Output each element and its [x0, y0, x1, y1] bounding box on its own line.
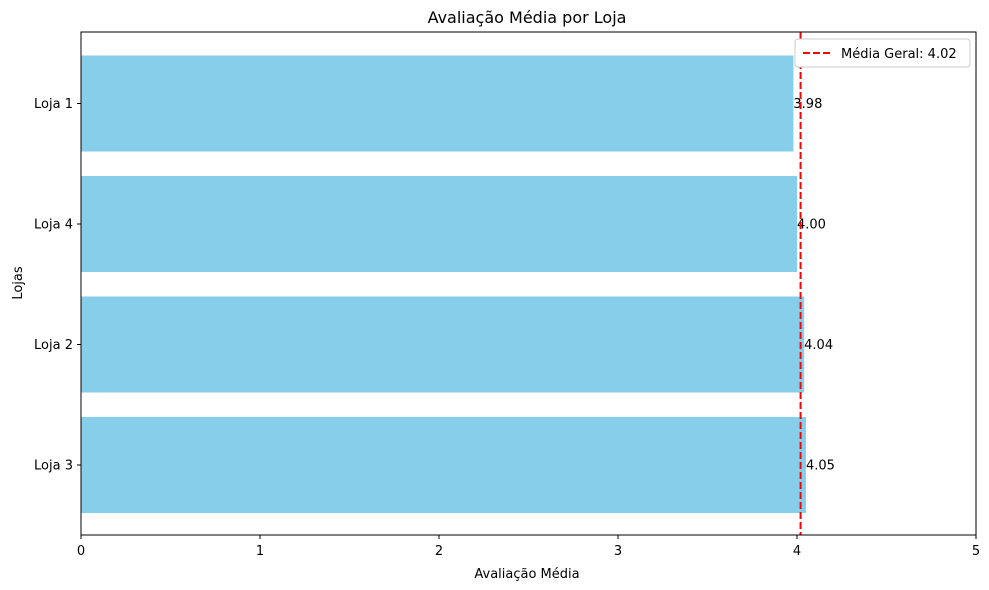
y-tick-label: Loja 1: [34, 97, 73, 112]
bar-loja-1: [81, 55, 794, 152]
bar-value-label: 4.04: [804, 338, 833, 353]
y-tick-label: Loja 2: [34, 338, 73, 353]
x-tick-label: 1: [256, 544, 264, 559]
legend-box: [794, 38, 971, 68]
bars-group: [81, 55, 806, 513]
bar-loja-4: [81, 176, 797, 272]
x-tick-label: 0: [77, 544, 85, 559]
plot-frame: [80, 31, 977, 536]
x-tick-label: 4: [793, 544, 801, 559]
x-axis-title: Avaliação Média: [474, 567, 579, 582]
legend-label: Média Geral: 4.02: [841, 47, 957, 62]
y-tick-label: Loja 3: [34, 459, 73, 474]
legend: Média Geral: 4.02: [794, 38, 971, 68]
bar-loja-2: [81, 296, 805, 393]
bar-value-label: 4.05: [806, 459, 835, 474]
bar-value-label: 4.00: [797, 218, 826, 233]
y-axis-ticks: Loja 1 Loja 4 Loja 2 Loja 3: [34, 97, 81, 474]
x-axis-ticks: 0 1 2 3 4 5: [77, 535, 980, 559]
chart-title: Avaliação Média por Loja: [428, 8, 627, 27]
y-tick-label: Loja 4: [34, 218, 73, 233]
x-tick-label: 2: [435, 544, 443, 559]
x-tick-label: 3: [614, 544, 622, 559]
y-axis-title: Lojas: [11, 266, 26, 300]
bar-loja-3: [81, 417, 806, 513]
bar-value-label: 3.98: [793, 97, 822, 112]
x-tick-label: 5: [972, 544, 980, 559]
